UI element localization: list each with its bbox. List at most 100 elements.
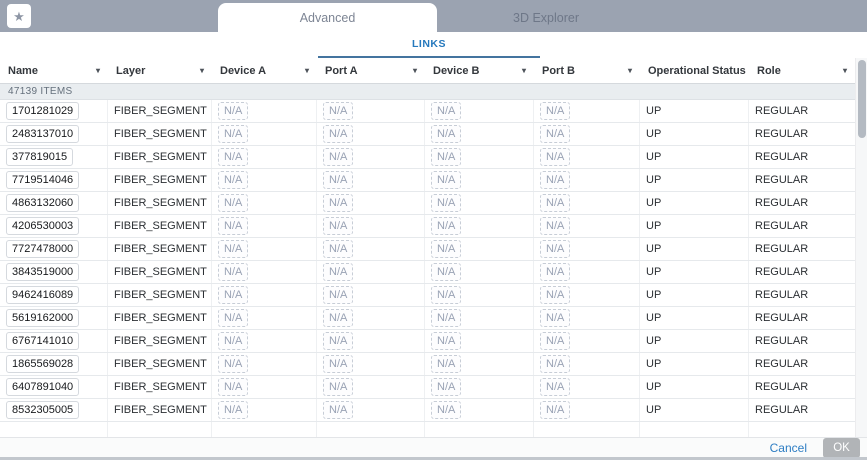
role-value-cell: REGULAR bbox=[749, 215, 855, 237]
operational-status-value-cell: UP bbox=[640, 284, 749, 306]
device-a-value: N/A bbox=[218, 355, 249, 373]
operational-status-value-cell: UP bbox=[640, 399, 749, 421]
table-row[interactable]: 1865569028 FIBER_SEGMENT N/A N/A N/A N/A UP REG… bbox=[0, 353, 855, 376]
operational-status-value-cell: UP bbox=[640, 169, 749, 191]
operational-status-value: UP bbox=[646, 151, 662, 163]
role-value-cell: REGULAR bbox=[749, 376, 855, 398]
name-field[interactable]: 9462416089 bbox=[6, 286, 80, 304]
chevron-down-icon[interactable]: ▾ bbox=[521, 66, 526, 75]
device-b-value: N/A bbox=[431, 240, 462, 258]
port-b-value-cell: N/A bbox=[534, 353, 640, 375]
name-field-cell: 2483137010 bbox=[0, 123, 108, 145]
device-a-value: N/A bbox=[218, 240, 249, 258]
table-row[interactable]: 3843519000 FIBER_SEGMENT N/A N/A N/A N/A UP REG… bbox=[0, 261, 855, 284]
tab-links[interactable]: LINKS bbox=[318, 32, 540, 58]
name-field[interactable]: 3843519000 bbox=[6, 263, 80, 281]
name-field[interactable]: 7727478000 bbox=[6, 240, 80, 258]
items-count: 47139 ITEMS bbox=[8, 86, 73, 97]
name-field[interactable]: 2483137010 bbox=[6, 125, 80, 143]
table-row[interactable]: 4863132060 FIBER_SEGMENT N/A N/A N/A N/A UP REG… bbox=[0, 192, 855, 215]
name-field[interactable]: 6407891040 bbox=[6, 378, 80, 396]
port-a-value: N/A bbox=[323, 102, 354, 120]
name-field[interactable]: 4863132060 bbox=[6, 194, 80, 212]
port-b-value-cell: N/A bbox=[534, 399, 640, 421]
items-count-row: 47139 ITEMS bbox=[0, 84, 855, 100]
device-b-value-cell: N/A bbox=[425, 399, 534, 421]
column-header-operational-status[interactable]: Operational Status ▾ bbox=[640, 58, 749, 83]
name-field[interactable]: 6767141010 bbox=[6, 332, 80, 350]
table-row[interactable]: 5619162000 FIBER_SEGMENT N/A N/A N/A N/A UP REG… bbox=[0, 307, 855, 330]
favorite-button[interactable]: ★ bbox=[7, 4, 31, 28]
operational-status-value-cell: UP bbox=[640, 376, 749, 398]
role-value-cell: REGULAR bbox=[749, 307, 855, 329]
device-b-value-cell: N/A bbox=[425, 215, 534, 237]
column-header-label: Name bbox=[8, 64, 38, 77]
name-field[interactable]: 7719514046 bbox=[6, 171, 80, 189]
table-row[interactable]: 377819015 FIBER_SEGMENT N/A N/A N/A N/A UP REGU… bbox=[0, 146, 855, 169]
name-field-cell: 6767141010 bbox=[0, 330, 108, 352]
operational-status-value: UP bbox=[646, 266, 662, 278]
port-b-value-cell: N/A bbox=[534, 146, 640, 168]
port-a-value-cell: N/A bbox=[317, 146, 425, 168]
port-b-value: N/A bbox=[540, 194, 571, 212]
column-header-port-a[interactable]: Port A ▾ bbox=[317, 58, 425, 83]
layer-value: FIBER_SEGMENT bbox=[114, 266, 207, 278]
column-header-device-b[interactable]: Device B ▾ bbox=[425, 58, 534, 83]
layer-value-cell: FIBER_SEGMENT bbox=[108, 284, 212, 306]
table-row[interactable]: 8532305005 FIBER_SEGMENT N/A N/A N/A N/A UP REG… bbox=[0, 399, 855, 422]
device-b-value-cell: N/A bbox=[425, 192, 534, 214]
port-a-value-cell: N/A bbox=[317, 284, 425, 306]
device-a-value-cell: N/A bbox=[212, 376, 317, 398]
column-header-layer[interactable]: Layer ▾ bbox=[108, 58, 212, 83]
port-b-value-cell: N/A bbox=[534, 123, 640, 145]
role-value-cell: REGULAR bbox=[749, 330, 855, 352]
device-a-value-cell: N/A bbox=[212, 261, 317, 283]
cancel-button[interactable]: Cancel bbox=[769, 440, 807, 455]
vertical-scrollbar[interactable] bbox=[855, 58, 867, 437]
table-row[interactable]: 6407891040 FIBER_SEGMENT N/A N/A N/A N/A UP REG… bbox=[0, 376, 855, 399]
scrollbar-thumb[interactable] bbox=[858, 60, 866, 138]
port-a-value: N/A bbox=[323, 217, 354, 235]
device-b-value-cell: N/A bbox=[425, 284, 534, 306]
layer-value: FIBER_SEGMENT bbox=[114, 381, 207, 393]
name-field[interactable]: 5619162000 bbox=[6, 309, 80, 327]
device-b-value: N/A bbox=[431, 401, 462, 419]
tab-advanced[interactable]: Advanced bbox=[218, 3, 437, 32]
name-field[interactable]: 377819015 bbox=[6, 148, 74, 166]
role-value: REGULAR bbox=[755, 289, 809, 301]
chevron-down-icon[interactable]: ▾ bbox=[627, 66, 632, 75]
name-field[interactable]: 8532305005 bbox=[6, 401, 80, 419]
chevron-down-icon[interactable]: ▾ bbox=[304, 66, 309, 75]
name-field[interactable]: 1865569028 bbox=[6, 355, 80, 373]
operational-status-value: UP bbox=[646, 404, 662, 416]
table-row[interactable]: 9462416089 FIBER_SEGMENT N/A N/A N/A N/A UP REG… bbox=[0, 284, 855, 307]
chevron-down-icon[interactable]: ▾ bbox=[199, 66, 204, 75]
table-row[interactable]: 1701281029 FIBER_SEGMENT N/A N/A N/A N/A UP REG… bbox=[0, 100, 855, 123]
column-header-name[interactable]: Name ▾ bbox=[0, 58, 108, 83]
column-header-device-a[interactable]: Device A ▾ bbox=[212, 58, 317, 83]
name-field[interactable]: 1701281029 bbox=[6, 102, 80, 120]
chevron-down-icon[interactable]: ▾ bbox=[95, 66, 100, 75]
device-a-value: N/A bbox=[218, 102, 249, 120]
table-row[interactable]: 6767141010 FIBER_SEGMENT N/A N/A N/A N/A UP REG… bbox=[0, 330, 855, 353]
chevron-down-icon[interactable]: ▾ bbox=[842, 66, 847, 75]
layer-value-cell: FIBER_SEGMENT bbox=[108, 146, 212, 168]
name-field[interactable]: 4206530003 bbox=[6, 217, 80, 235]
table-row[interactable]: 2483137010 FIBER_SEGMENT N/A N/A N/A N/A UP REG… bbox=[0, 123, 855, 146]
column-header-role[interactable]: Role ▾ bbox=[749, 58, 855, 83]
table-row[interactable]: 7719514046 FIBER_SEGMENT N/A N/A N/A N/A UP REG… bbox=[0, 169, 855, 192]
table-row[interactable]: 7727478000 FIBER_SEGMENT N/A N/A N/A N/A UP REG… bbox=[0, 238, 855, 261]
column-header-port-b[interactable]: Port B ▾ bbox=[534, 58, 640, 83]
role-value: REGULAR bbox=[755, 174, 809, 186]
device-a-value: N/A bbox=[218, 171, 249, 189]
layer-value: FIBER_SEGMENT bbox=[114, 243, 207, 255]
port-b-value: N/A bbox=[540, 217, 571, 235]
device-a-value-cell: N/A bbox=[212, 123, 317, 145]
device-b-value-cell: N/A bbox=[425, 169, 534, 191]
role-value: REGULAR bbox=[755, 128, 809, 140]
ok-button[interactable]: OK bbox=[823, 437, 860, 457]
chevron-down-icon[interactable]: ▾ bbox=[412, 66, 417, 75]
name-field-cell: 7719514046 bbox=[0, 169, 108, 191]
tab-3d-explorer[interactable]: 3D Explorer bbox=[513, 10, 579, 25]
table-row[interactable]: 4206530003 FIBER_SEGMENT N/A N/A N/A N/A UP REG… bbox=[0, 215, 855, 238]
